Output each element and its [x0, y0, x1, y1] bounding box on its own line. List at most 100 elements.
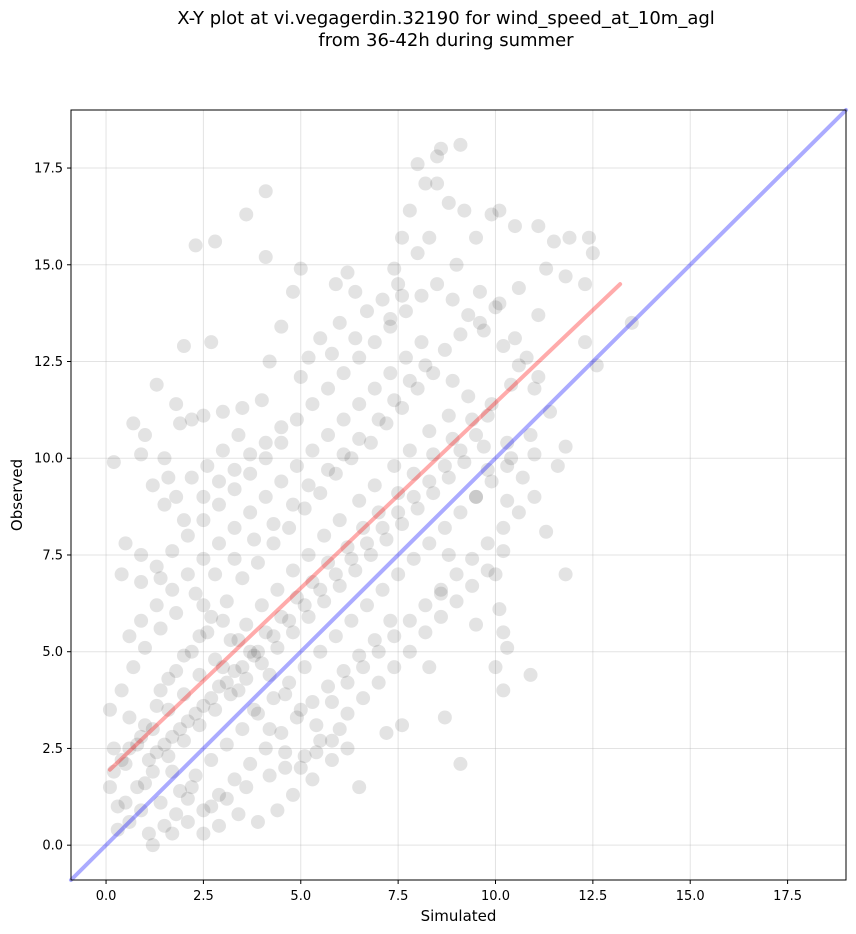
scatter-point — [472, 315, 487, 330]
scatter-point — [441, 470, 456, 485]
scatter-point — [227, 551, 242, 566]
scatter-point — [134, 447, 149, 462]
scatter-point — [492, 296, 507, 311]
scatter-point — [519, 350, 534, 365]
scatter-point — [356, 660, 371, 675]
scatter-point — [235, 571, 250, 586]
scatter-point — [161, 749, 176, 764]
scatter-point — [383, 319, 398, 334]
scatter-point — [196, 698, 211, 713]
scatter-point — [624, 315, 639, 330]
scatter-point — [352, 493, 367, 508]
scatter-point — [243, 447, 258, 462]
x-tick-label: 7.5 — [388, 889, 409, 904]
scatter-point — [581, 230, 596, 245]
scatter-point — [153, 795, 168, 810]
scatter-point — [161, 470, 176, 485]
scatter-point — [188, 586, 203, 601]
scatter-point — [176, 687, 191, 702]
scatter-point — [465, 578, 480, 593]
scatter-point — [484, 207, 499, 222]
scatter-point — [149, 598, 164, 613]
y-tick-label: 5.0 — [42, 645, 63, 660]
y-tick-label: 7.5 — [42, 548, 63, 563]
scatter-point — [192, 718, 207, 733]
scatter-point — [387, 458, 402, 473]
scatter-point — [453, 327, 468, 342]
scatter-point — [531, 219, 546, 234]
axis-ticks: 0.0 2.5 5.0 7.5 10.0 12.5 15.0 17.5 0.0 2.5 5.0 7.5… — [34, 162, 802, 904]
scatter-point — [204, 335, 219, 350]
scatter-point — [176, 733, 191, 748]
scatter-point — [137, 640, 152, 655]
scatter-point — [165, 544, 180, 559]
scatter-point — [262, 768, 277, 783]
scatter-point — [235, 400, 250, 415]
scatter-point — [433, 582, 448, 597]
scatter-point — [321, 381, 336, 396]
scatter-point — [219, 675, 234, 690]
scatter-point — [391, 567, 406, 582]
scatter-point — [114, 683, 129, 698]
scatter-point — [371, 505, 386, 520]
scatter-point — [558, 269, 573, 284]
scatter-point — [301, 478, 316, 493]
scatter-point — [465, 551, 480, 566]
scatter-point — [406, 489, 421, 504]
scatter-point — [188, 768, 203, 783]
scatter-point — [402, 443, 417, 458]
x-tick-label: 5.0 — [290, 889, 311, 904]
scatter-point — [422, 424, 437, 439]
scatter-point — [352, 780, 367, 795]
scatter-point — [527, 489, 542, 504]
scatter-point — [313, 733, 328, 748]
scatter-point — [492, 203, 507, 218]
scatter-point — [149, 377, 164, 392]
scatter-point — [114, 753, 129, 768]
scatter-point — [379, 532, 394, 547]
scatter-point — [219, 594, 234, 609]
scatter-point — [184, 780, 199, 795]
scatter-point — [328, 567, 343, 582]
scatter-point — [488, 660, 503, 675]
scatter-point — [278, 687, 293, 702]
scatter-point — [285, 497, 300, 512]
scatter-point — [262, 354, 277, 369]
scatter-point — [511, 505, 526, 520]
scatter-point — [437, 520, 452, 535]
scatter-point — [184, 644, 199, 659]
scatter-point — [363, 435, 378, 450]
scatter-point — [441, 547, 456, 562]
scatter-point — [145, 764, 160, 779]
scatter-point — [153, 621, 168, 636]
scatter-point — [418, 625, 433, 640]
scatter-point — [391, 277, 406, 292]
scatter-point — [504, 377, 519, 392]
scatter-point — [278, 760, 293, 775]
scatter-point — [289, 710, 304, 725]
scatter-point — [247, 648, 262, 663]
scatter-point — [461, 308, 476, 323]
x-tick-label: 12.5 — [578, 889, 607, 904]
scatter-point — [410, 501, 425, 516]
scatter-point — [445, 292, 460, 307]
scatter-point — [585, 246, 600, 261]
scatter-point — [457, 203, 472, 218]
scatter-point — [192, 629, 207, 644]
scatter-point — [173, 722, 188, 737]
scatter-point — [511, 358, 526, 373]
scatter-point — [313, 331, 328, 346]
scatter-point — [344, 613, 359, 628]
scatter-point — [305, 575, 320, 590]
scatter-point — [422, 536, 437, 551]
scatter-point — [328, 466, 343, 481]
scatter-point — [359, 304, 374, 319]
scatter-point — [282, 520, 297, 535]
scatter-point — [441, 195, 456, 210]
x-tick-label: 2.5 — [193, 889, 214, 904]
scatter-point — [215, 404, 230, 419]
scatter-point — [305, 695, 320, 710]
chart-title: X-Y plot at vi.vegagerdin.32190 for wind… — [0, 8, 856, 52]
scatter-point — [371, 675, 386, 690]
scatter-point — [126, 416, 141, 431]
